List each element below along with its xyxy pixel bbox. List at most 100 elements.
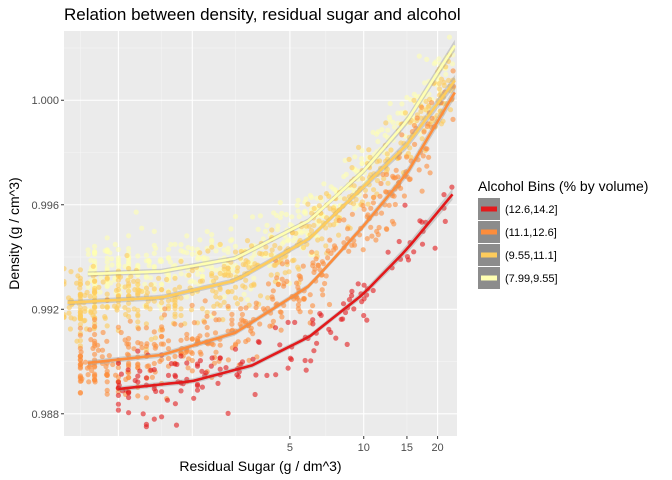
y-tick-label: 0.988 — [31, 409, 59, 421]
data-point — [257, 321, 263, 327]
data-point — [385, 249, 391, 255]
data-point — [135, 348, 141, 354]
data-point — [109, 262, 115, 268]
data-point — [92, 317, 98, 323]
data-point — [143, 302, 149, 308]
data-point — [364, 292, 370, 298]
data-point — [436, 81, 442, 87]
data-point — [364, 317, 370, 323]
data-point — [292, 235, 298, 241]
data-point — [191, 395, 197, 401]
data-point — [213, 267, 219, 273]
data-point — [165, 289, 172, 295]
data-point — [211, 310, 217, 316]
data-point — [77, 325, 83, 331]
data-point — [87, 293, 93, 299]
data-point — [274, 275, 280, 281]
data-point — [189, 246, 195, 252]
data-point — [198, 351, 204, 357]
data-point — [278, 309, 284, 315]
data-point — [159, 282, 165, 288]
data-point — [356, 144, 362, 150]
data-point — [148, 336, 154, 342]
data-point — [275, 281, 281, 288]
data-point — [88, 308, 94, 314]
data-point — [135, 361, 141, 367]
legend-label: (9.55,11.1] — [505, 250, 557, 262]
data-point — [302, 357, 308, 364]
data-point — [311, 269, 317, 275]
data-point — [192, 279, 198, 285]
data-point — [153, 245, 159, 251]
data-point — [386, 202, 392, 208]
data-point — [110, 361, 116, 368]
data-point — [137, 368, 143, 374]
data-point — [341, 240, 347, 246]
data-point — [297, 309, 303, 315]
data-point — [195, 255, 202, 261]
data-point — [375, 232, 381, 238]
data-point — [285, 365, 291, 371]
data-point — [284, 278, 290, 284]
data-point — [390, 119, 396, 125]
data-point — [128, 273, 134, 279]
data-point — [165, 346, 172, 352]
data-point — [108, 256, 115, 262]
data-point — [64, 281, 67, 287]
data-point — [441, 82, 447, 89]
data-point — [92, 351, 98, 357]
data-point — [104, 291, 110, 297]
data-point — [342, 309, 349, 316]
data-point — [336, 232, 342, 238]
data-point — [253, 304, 259, 311]
data-point — [374, 178, 380, 184]
data-point — [138, 341, 144, 347]
data-point — [446, 34, 453, 40]
data-point — [416, 53, 422, 59]
data-point — [77, 309, 83, 316]
data-point — [370, 287, 376, 294]
data-point — [199, 384, 205, 390]
data-point — [277, 199, 283, 206]
data-point — [209, 244, 215, 250]
data-point — [387, 100, 393, 107]
data-point — [135, 312, 141, 318]
data-point — [112, 241, 118, 247]
data-point — [445, 58, 451, 64]
data-point — [151, 250, 157, 256]
data-point — [411, 249, 417, 255]
data-point — [74, 338, 80, 344]
data-point — [178, 258, 184, 264]
data-point — [436, 92, 442, 98]
data-point — [376, 224, 382, 231]
data-point — [368, 205, 374, 211]
data-point — [217, 286, 223, 292]
data-point — [262, 228, 268, 234]
data-point — [264, 372, 270, 378]
data-point — [402, 202, 408, 208]
data-point — [305, 201, 311, 207]
data-point — [194, 387, 201, 393]
data-point — [327, 206, 333, 212]
data-point — [283, 211, 289, 218]
data-point — [311, 348, 317, 354]
data-point — [296, 266, 302, 272]
data-point — [197, 333, 203, 339]
data-point — [361, 282, 367, 288]
data-point — [99, 347, 106, 353]
data-point — [245, 259, 251, 265]
data-point — [159, 389, 165, 395]
data-point — [143, 395, 149, 401]
data-point — [309, 194, 315, 201]
data-point — [321, 181, 327, 187]
data-point — [135, 326, 142, 332]
data-point — [325, 255, 331, 261]
data-point — [238, 361, 244, 367]
data-point — [273, 212, 280, 218]
data-point — [431, 61, 437, 67]
data-point — [440, 118, 446, 124]
data-point — [113, 372, 119, 378]
data-point — [184, 360, 190, 366]
data-point — [115, 282, 121, 288]
data-points — [64, 34, 457, 430]
